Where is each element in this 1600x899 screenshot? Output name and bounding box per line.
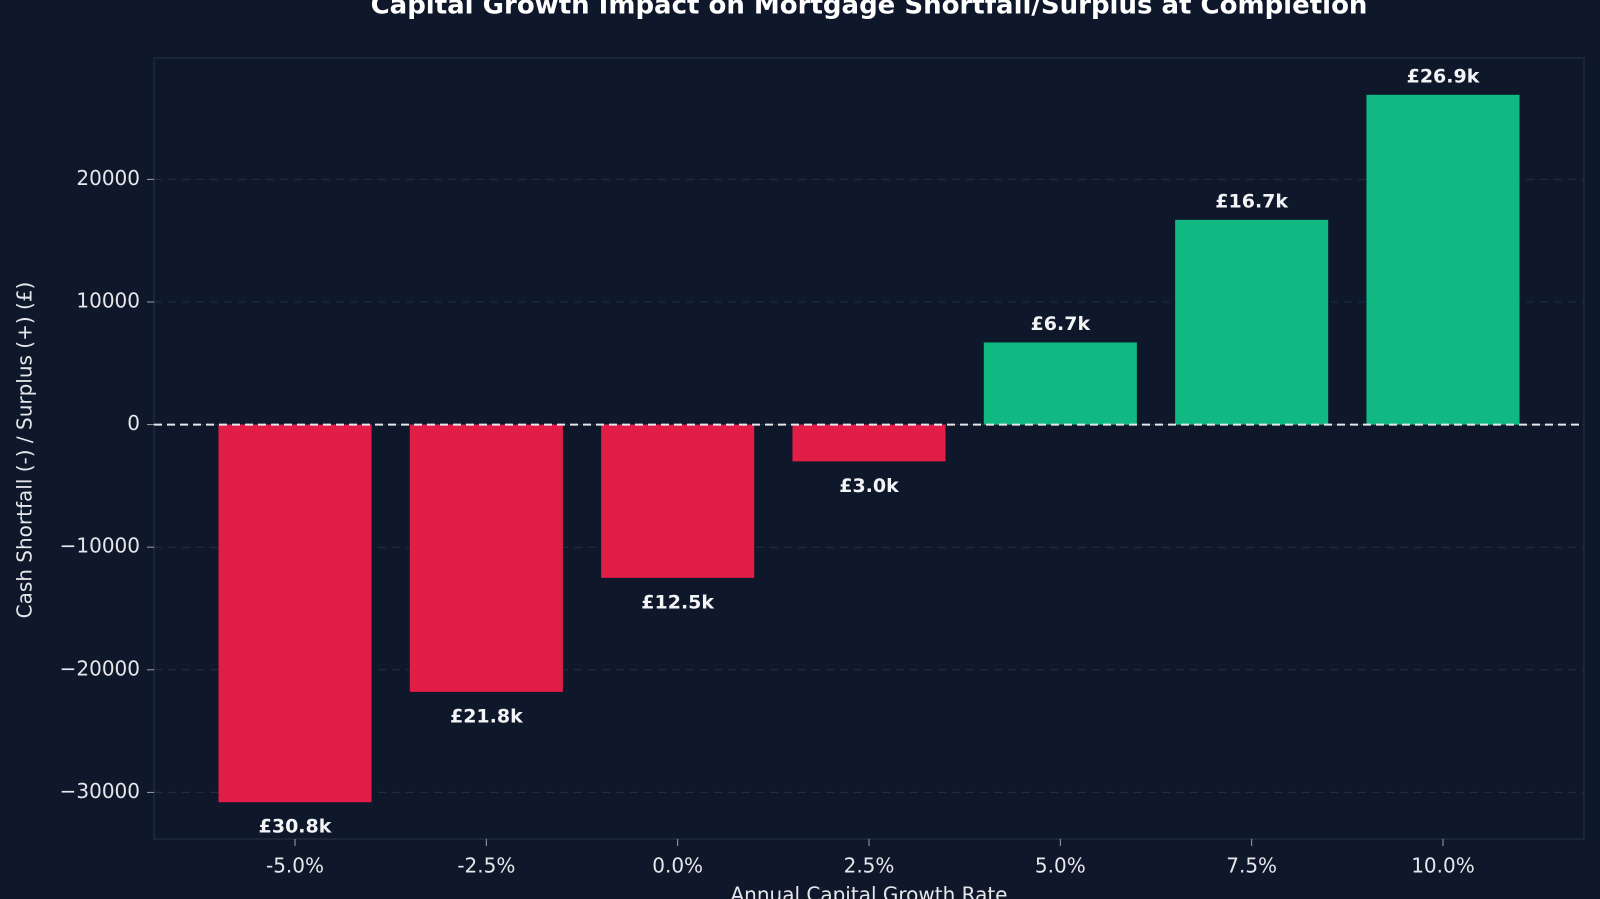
bar — [1366, 94, 1520, 425]
x-tick-label: -2.5% — [457, 854, 515, 878]
y-tick-label: 0 — [127, 411, 140, 435]
bar — [218, 424, 372, 803]
value-label: £26.9k — [1407, 65, 1480, 87]
x-tick-label: 0.0% — [652, 854, 703, 878]
x-axis-label: Annual Capital Growth Rate — [731, 883, 1008, 899]
value-label: £16.7k — [1215, 190, 1288, 212]
y-tick-label: 20000 — [76, 166, 140, 190]
bar — [983, 342, 1137, 425]
value-label: £3.0k — [839, 475, 899, 497]
chart-title: Capital Growth Impact on Mortgage Shortf… — [371, 0, 1368, 21]
y-tick-label: −10000 — [60, 534, 140, 558]
bar — [792, 424, 946, 462]
value-label: £30.8k — [259, 816, 332, 838]
value-label: £6.7k — [1031, 313, 1091, 335]
value-label: £21.8k — [450, 705, 523, 727]
y-tick-label: −20000 — [60, 656, 140, 680]
x-tick-label: 7.5% — [1226, 854, 1277, 878]
x-tick-label: 10.0% — [1411, 854, 1475, 878]
x-tick-label: 5.0% — [1035, 854, 1086, 878]
bar — [1175, 219, 1329, 425]
y-tick-label: −30000 — [60, 779, 140, 803]
bar — [601, 424, 755, 578]
y-tick-label: 10000 — [76, 288, 140, 312]
value-label: £12.5k — [641, 591, 714, 613]
x-tick-label: -5.0% — [266, 854, 324, 878]
x-tick-label: 2.5% — [844, 854, 895, 878]
bar — [409, 424, 563, 692]
y-axis-label: Cash Shortfall (-) / Surplus (+) (£) — [13, 282, 37, 619]
